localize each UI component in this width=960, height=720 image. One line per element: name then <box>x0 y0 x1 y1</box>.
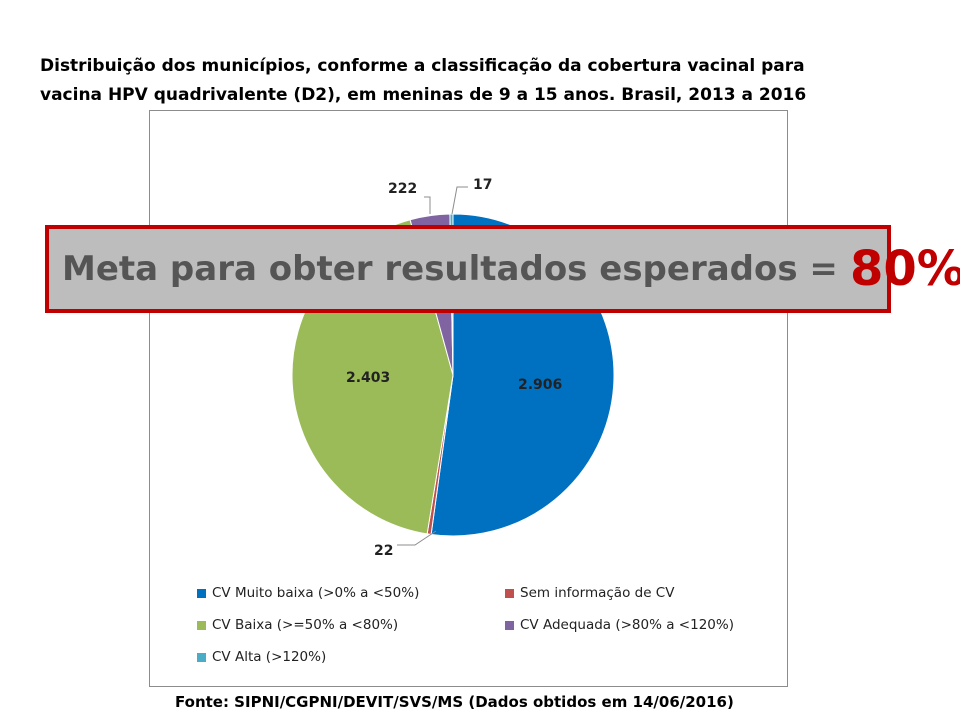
legend-item-5: CV Alta (>120%) <box>197 649 326 665</box>
legend-label: CV Alta (>120%) <box>212 649 327 665</box>
legend-item-3: CV Baixa (>=50% a <80%) <box>197 617 398 633</box>
legend-swatch <box>505 620 514 630</box>
chart-legend: CV Muito baixa (>0% a <50%) Sem informaçã… <box>197 585 777 675</box>
goal-banner-value: 80% <box>849 241 960 297</box>
leader-line-2 <box>397 530 437 546</box>
chart-area: 2.906 22 2.403 222 17 CV Muito baixa (>0% a … <box>149 110 788 687</box>
data-label-3: 2.403 <box>346 370 390 386</box>
goal-banner: Meta para obter resultados esperados = 8… <box>45 225 960 313</box>
leader-line-5 <box>451 186 468 215</box>
chart-title: Distribuição dos municípios, conforme a … <box>40 52 940 110</box>
leader-line-4 <box>424 196 431 214</box>
data-label-2: 22 <box>374 543 393 559</box>
legend-swatch <box>197 620 206 630</box>
pie-chart: 2.906 22 2.403 222 17 <box>291 177 615 559</box>
legend-item-2: Sem informação de CV <box>505 585 674 601</box>
legend-label: Sem informação de CV <box>520 585 675 601</box>
legend-swatch <box>197 652 206 662</box>
legend-label: CV Baixa (>=50% a <80%) <box>212 617 399 633</box>
legend-label: CV Muito baixa (>0% a <50%) <box>212 585 420 601</box>
legend-label: CV Adequada (>80% a <120%) <box>520 617 734 633</box>
legend-item-1: CV Muito baixa (>0% a <50%) <box>197 585 419 601</box>
data-label-5: 17 <box>473 177 492 193</box>
chart-title-line-2: vacina HPV quadrivalente (D2), em menina… <box>40 85 807 105</box>
chart-title-line-1: Distribuição dos municípios, conforme a … <box>40 56 805 76</box>
legend-swatch <box>505 588 514 598</box>
data-label-1: 2.906 <box>518 377 562 393</box>
data-label-4: 222 <box>388 181 417 197</box>
legend-swatch <box>197 588 206 598</box>
goal-banner-text: Meta para obter resultados esperados = <box>62 249 838 289</box>
source-note: Fonte: SIPNI/CGPNI/DEVIT/SVS/MS (Dados o… <box>175 693 734 711</box>
legend-item-4: CV Adequada (>80% a <120%) <box>505 617 734 633</box>
